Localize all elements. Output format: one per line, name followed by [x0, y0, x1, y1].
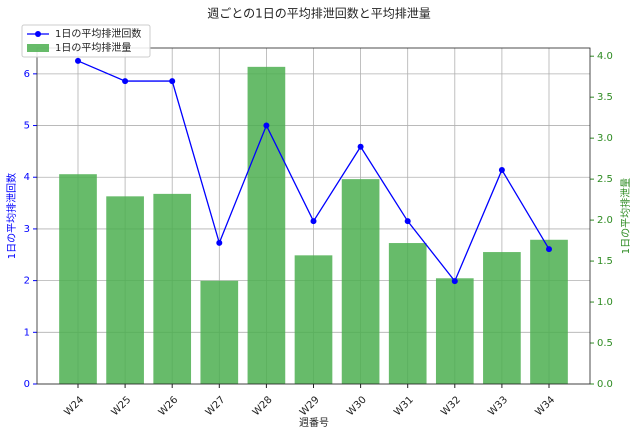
y2-axis-label: 1日の平均排泄量	[619, 178, 632, 254]
point	[357, 143, 364, 150]
y-tick-label: 5	[24, 121, 30, 132]
bar	[200, 280, 239, 384]
x-tick-label: W30	[345, 394, 369, 418]
legend-label: 1日の平均排泄回数	[55, 27, 141, 40]
chart-title: 週ごとの1日の平均排泄回数と平均排泄量	[207, 6, 431, 21]
point	[451, 278, 458, 285]
point	[216, 239, 223, 246]
x-tick-label: W29	[298, 394, 322, 418]
bar	[59, 174, 97, 384]
bar	[530, 239, 568, 384]
x-tick-label: W31	[392, 394, 416, 418]
x-axis-label: 週番号	[299, 417, 329, 429]
x-tick-label: W32	[439, 394, 463, 418]
point	[122, 78, 129, 85]
bar	[294, 255, 333, 384]
point	[404, 218, 411, 225]
y-tick-label: 6	[24, 69, 30, 80]
bar	[153, 193, 192, 384]
y2-tick-label: 1.0	[597, 297, 613, 308]
bar	[388, 243, 427, 384]
x-tick-label: W24	[62, 394, 86, 418]
bar	[341, 179, 380, 384]
x-tick-label: W28	[251, 394, 275, 418]
point	[310, 218, 317, 225]
y2-tick-label: 0.5	[597, 338, 613, 349]
legend-label: 1日の平均排泄量	[55, 41, 131, 54]
x-tick-label: W33	[486, 394, 510, 418]
y2-tick-label: 0.0	[597, 379, 613, 390]
y2-tick-label: 1.5	[597, 256, 613, 267]
x-tick-label: W25	[110, 394, 134, 418]
bar	[247, 66, 286, 384]
plot-frame	[36, 47, 591, 385]
y2-tick-label: 2.0	[597, 215, 613, 226]
bar	[435, 278, 474, 384]
legend-box	[21, 24, 151, 58]
point	[263, 122, 270, 129]
y2-tick-label: 2.5	[597, 174, 613, 185]
bar	[106, 196, 144, 384]
y-tick-label: 0	[24, 379, 30, 390]
y-tick-label: 4	[24, 172, 30, 183]
point	[546, 246, 552, 253]
point	[498, 166, 505, 173]
point	[169, 78, 176, 85]
point	[75, 57, 81, 64]
y-axis-label: 1日の平均排泄回数	[5, 173, 18, 259]
bar	[483, 252, 521, 384]
legend-swatch	[27, 44, 49, 52]
y-tick-label: 2	[24, 276, 30, 287]
y-tick-label: 1	[24, 327, 30, 338]
y2-tick-label: 4.0	[597, 51, 613, 62]
x-tick-label: W34	[533, 394, 557, 418]
y2-tick-label: 3.0	[597, 133, 613, 144]
legend-marker	[35, 31, 41, 37]
x-tick-label: W27	[204, 394, 228, 418]
y-tick-label: 3	[24, 224, 30, 235]
y2-tick-label: 3.5	[597, 92, 613, 103]
x-tick-label: W26	[157, 394, 181, 418]
